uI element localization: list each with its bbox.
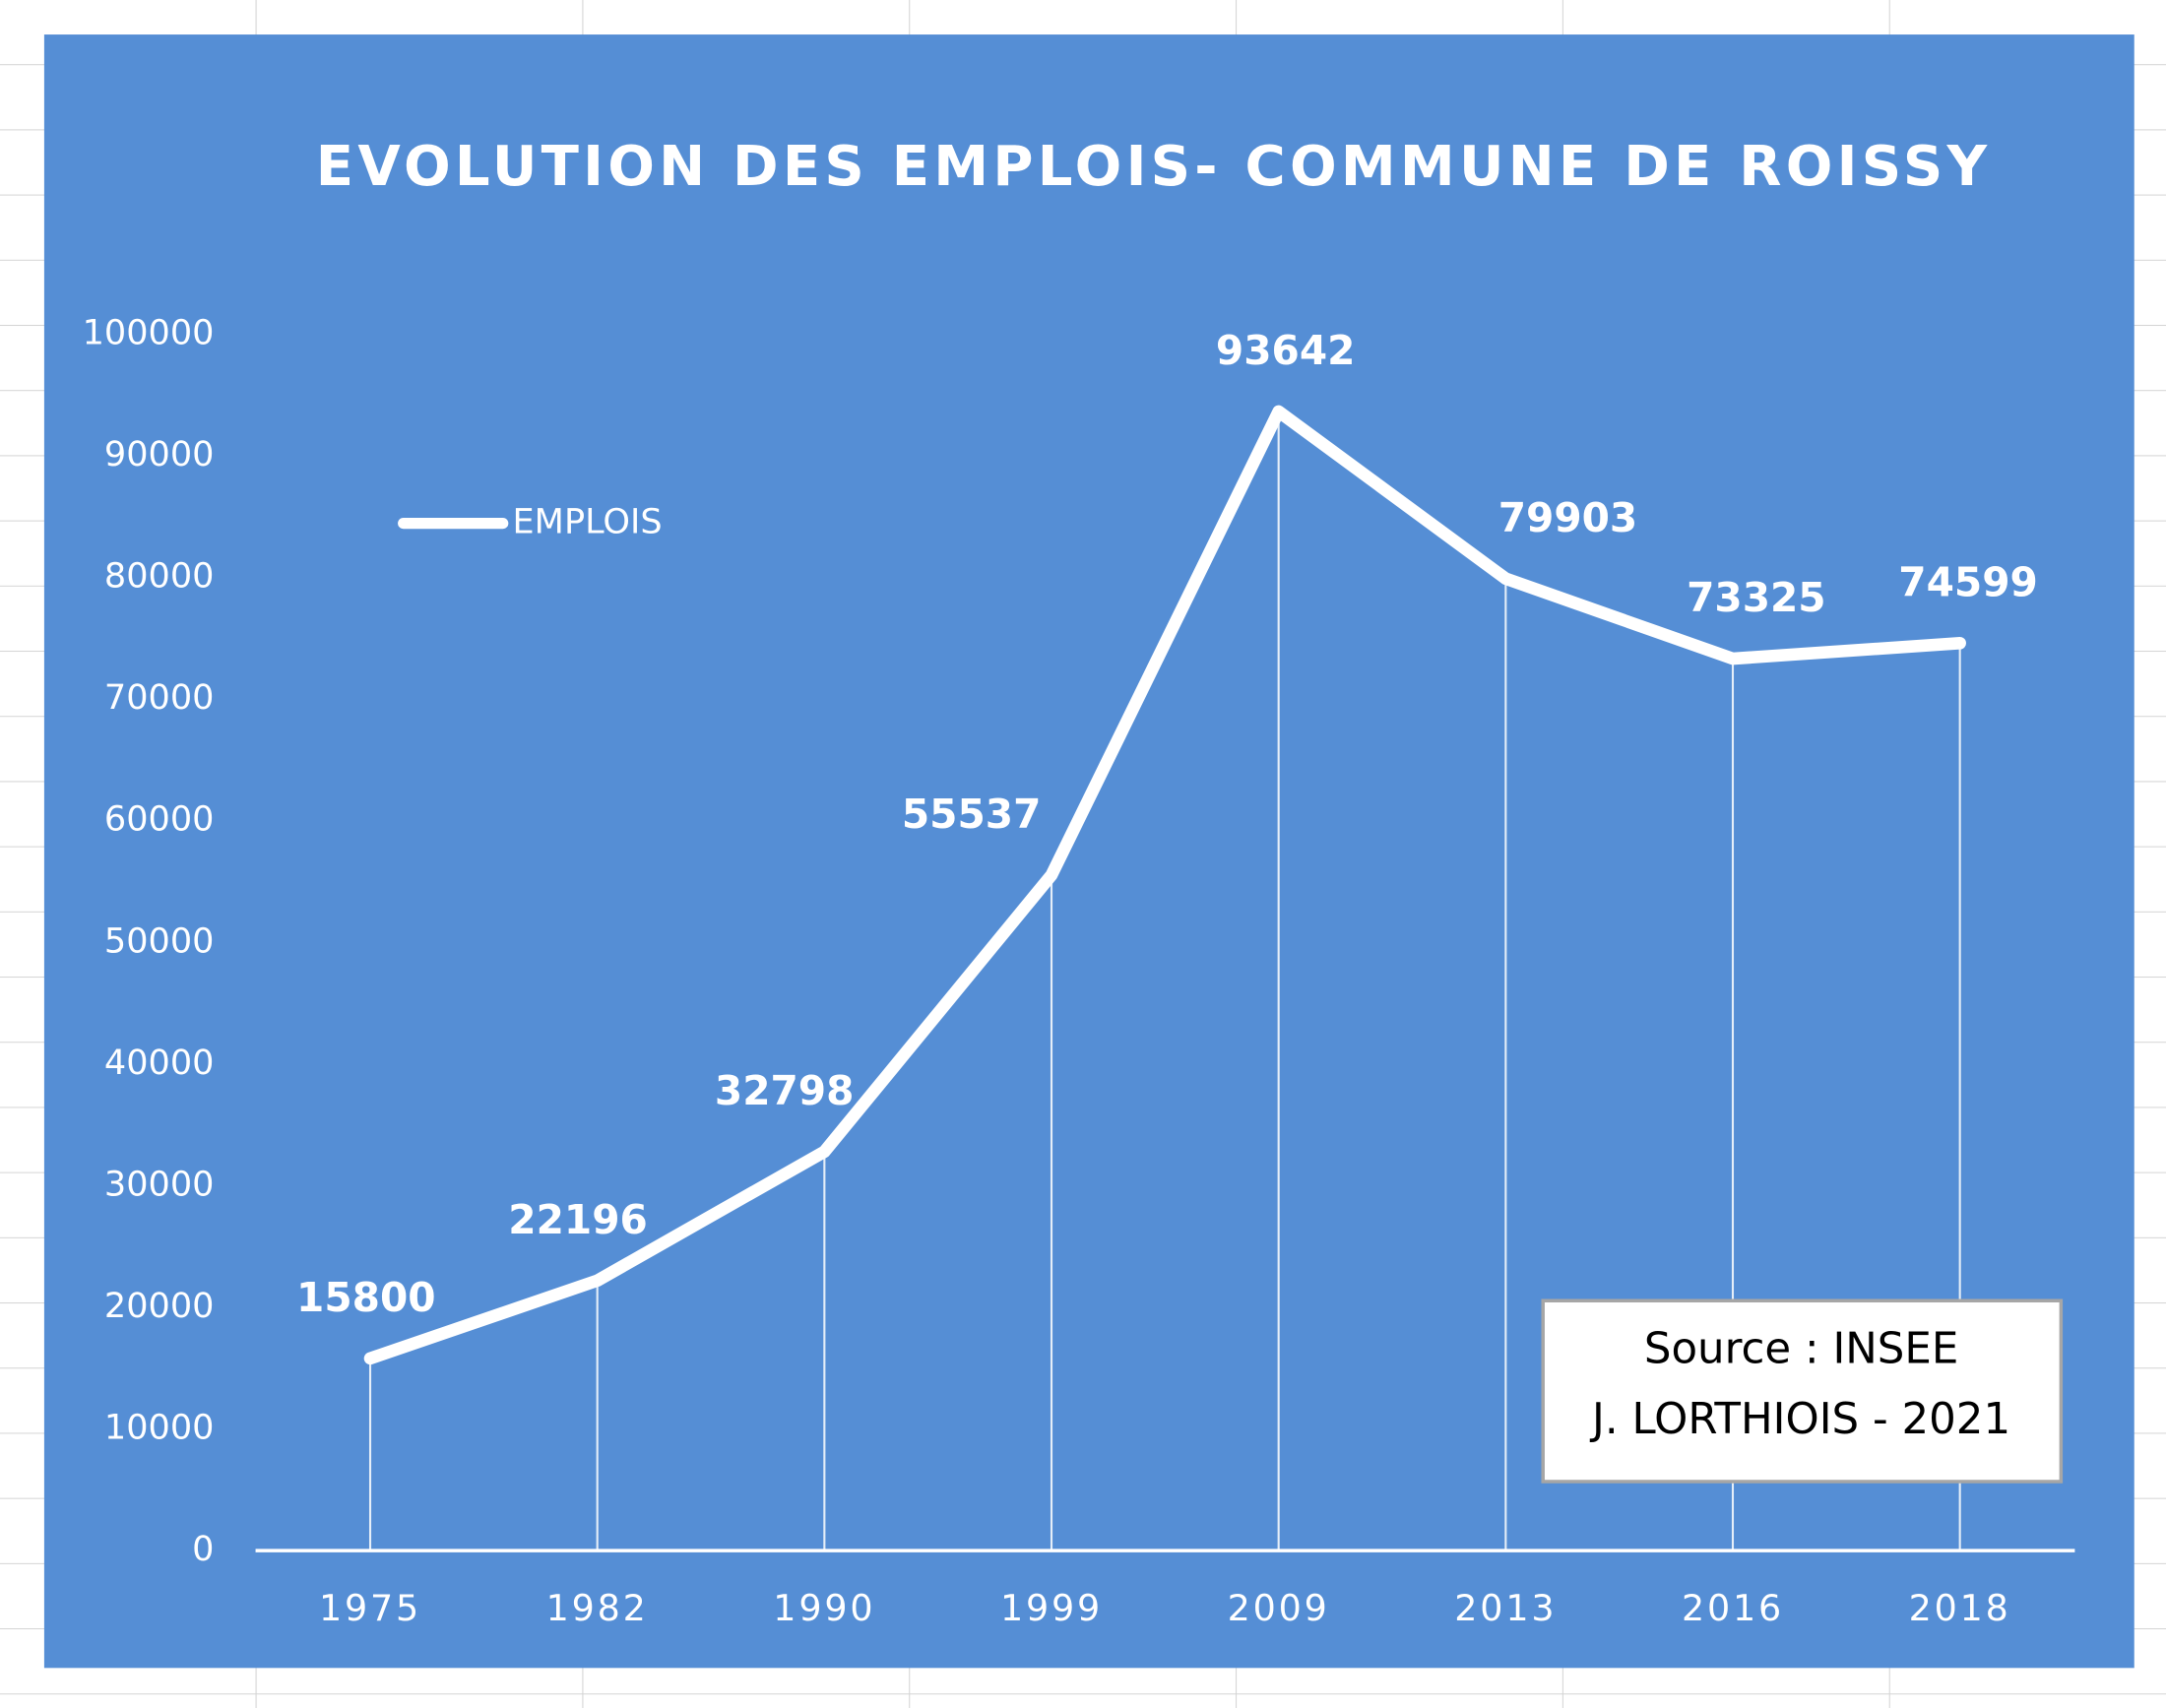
y-tick-label: 60000	[104, 799, 215, 840]
source-text: J. LORTHIOIS - 2021	[1589, 1395, 2010, 1444]
y-tick-label: 10000	[104, 1408, 215, 1448]
y-tick-label: 80000	[104, 556, 215, 597]
x-tick-label: 1990	[773, 1587, 875, 1629]
data-label: 15800	[296, 1274, 436, 1321]
y-tick-label: 70000	[104, 677, 215, 718]
legend-label: EMPLOIS	[513, 502, 663, 542]
data-label: 55537	[902, 791, 1042, 838]
chart-title: EVOLUTION DES EMPLOIS- COMMUNE DE ROISSY	[316, 135, 1992, 199]
data-label: 22196	[508, 1196, 648, 1243]
x-tick-label: 2009	[1228, 1587, 1330, 1629]
y-tick-label: 90000	[104, 434, 215, 474]
y-tick-label: 30000	[104, 1164, 215, 1204]
y-tick-label: 20000	[104, 1286, 215, 1326]
data-label: 73325	[1687, 574, 1826, 621]
source-box	[1541, 1298, 2064, 1484]
y-tick-label: 40000	[104, 1043, 215, 1083]
y-tick-label: 0	[192, 1529, 214, 1569]
x-tick-label: 1999	[1000, 1587, 1103, 1629]
data-label: 93642	[1216, 327, 1356, 374]
x-tick-label: 2016	[1682, 1587, 1784, 1629]
x-tick-label: 1975	[319, 1587, 421, 1629]
x-tick-label: 2018	[1909, 1587, 2011, 1629]
legend: EMPLOIS	[398, 502, 663, 542]
data-label: 79903	[1498, 494, 1638, 541]
data-label: 32798	[715, 1067, 855, 1114]
y-tick-label: 50000	[104, 920, 215, 961]
data-label: 74599	[1898, 558, 2038, 605]
x-tick-label: 2013	[1454, 1587, 1557, 1629]
line	[363, 405, 1966, 1365]
y-tick-label: 100000	[83, 312, 215, 352]
x-tick-label: 1982	[546, 1587, 649, 1629]
source-text: Source : INSEE	[1644, 1325, 1958, 1374]
